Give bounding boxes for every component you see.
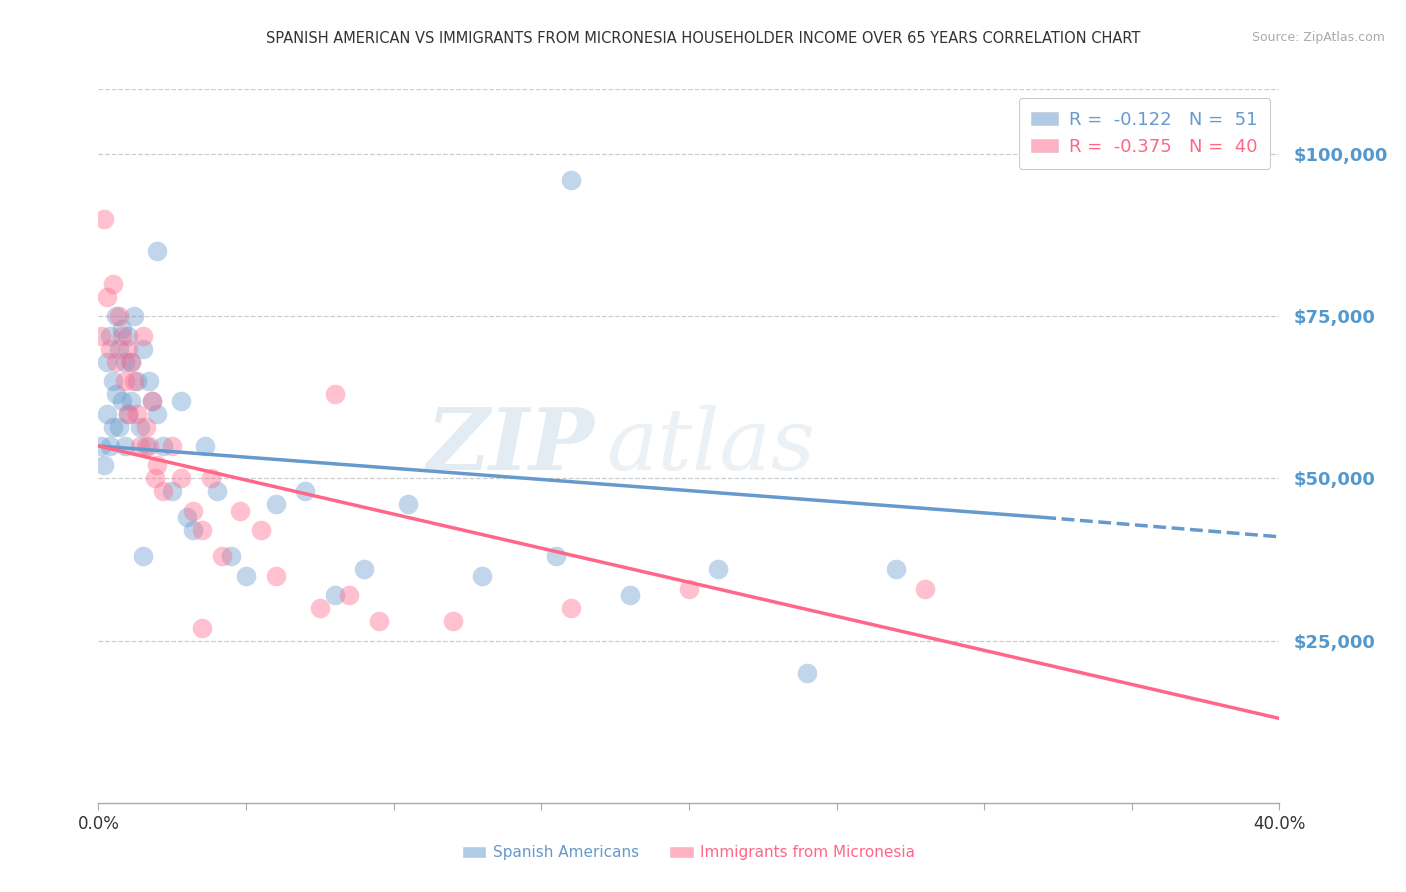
- Point: [146, 407, 169, 421]
- Point: [181, 524, 204, 538]
- Point: [114, 439, 136, 453]
- Point: [117, 342, 139, 356]
- Point: [138, 439, 160, 453]
- Point: [339, 588, 360, 602]
- Point: [707, 562, 730, 576]
- Point: [353, 562, 375, 576]
- Point: [191, 621, 214, 635]
- Point: [678, 582, 700, 596]
- Point: [170, 471, 193, 485]
- Point: [103, 374, 125, 388]
- Point: [132, 549, 155, 564]
- Point: [114, 374, 136, 388]
- Point: [108, 342, 131, 356]
- Point: [152, 439, 174, 453]
- Text: ZIP: ZIP: [426, 404, 595, 488]
- Point: [93, 211, 115, 226]
- Point: [211, 549, 233, 564]
- Point: [323, 588, 346, 602]
- Point: [250, 524, 273, 538]
- Point: [96, 407, 118, 421]
- Point: [90, 439, 112, 453]
- Point: [146, 458, 169, 473]
- Point: [323, 387, 346, 401]
- Point: [122, 374, 145, 388]
- Point: [96, 290, 118, 304]
- Point: [219, 549, 242, 564]
- Point: [114, 354, 136, 368]
- Point: [111, 322, 134, 336]
- Point: [90, 328, 112, 343]
- Point: [138, 374, 160, 388]
- Point: [309, 601, 332, 615]
- Point: [120, 354, 142, 368]
- Point: [471, 568, 494, 582]
- Point: [146, 244, 169, 259]
- Point: [105, 354, 128, 368]
- Point: [546, 549, 568, 564]
- Point: [560, 601, 582, 615]
- Point: [105, 387, 128, 401]
- Point: [229, 504, 252, 518]
- Point: [93, 458, 115, 473]
- Point: [884, 562, 907, 576]
- Point: [98, 328, 121, 343]
- Point: [205, 484, 228, 499]
- Point: [191, 524, 214, 538]
- Point: [120, 393, 142, 408]
- Point: [181, 504, 204, 518]
- Point: [125, 374, 148, 388]
- Point: [194, 439, 217, 453]
- Point: [105, 310, 128, 324]
- Point: [120, 354, 142, 368]
- Point: [914, 582, 936, 596]
- Point: [441, 614, 464, 628]
- Point: [117, 407, 139, 421]
- Point: [111, 328, 134, 343]
- Point: [396, 497, 419, 511]
- Point: [135, 439, 157, 453]
- Point: [200, 471, 222, 485]
- Point: [162, 484, 183, 499]
- Point: [111, 393, 134, 408]
- Point: [141, 393, 163, 408]
- Point: [128, 419, 150, 434]
- Point: [103, 419, 125, 434]
- Point: [619, 588, 641, 602]
- Point: [264, 568, 287, 582]
- Point: [152, 484, 174, 499]
- Point: [132, 342, 155, 356]
- Point: [294, 484, 316, 499]
- Point: [128, 439, 150, 453]
- Point: [143, 471, 166, 485]
- Text: atlas: atlas: [606, 405, 815, 487]
- Point: [162, 439, 183, 453]
- Point: [108, 419, 131, 434]
- Point: [122, 310, 145, 324]
- Legend: Spanish Americans, Immigrants from Micronesia: Spanish Americans, Immigrants from Micro…: [457, 839, 921, 866]
- Point: [796, 666, 818, 681]
- Point: [176, 510, 198, 524]
- Point: [125, 407, 148, 421]
- Point: [98, 342, 121, 356]
- Text: Source: ZipAtlas.com: Source: ZipAtlas.com: [1251, 31, 1385, 45]
- Point: [132, 328, 155, 343]
- Point: [117, 407, 139, 421]
- Point: [235, 568, 257, 582]
- Point: [135, 419, 157, 434]
- Point: [108, 310, 131, 324]
- Point: [141, 393, 163, 408]
- Point: [170, 393, 193, 408]
- Text: SPANISH AMERICAN VS IMMIGRANTS FROM MICRONESIA HOUSEHOLDER INCOME OVER 65 YEARS : SPANISH AMERICAN VS IMMIGRANTS FROM MICR…: [266, 31, 1140, 46]
- Point: [368, 614, 391, 628]
- Point: [98, 439, 121, 453]
- Point: [96, 354, 118, 368]
- Point: [103, 277, 125, 291]
- Point: [117, 328, 139, 343]
- Point: [560, 173, 582, 187]
- Point: [264, 497, 287, 511]
